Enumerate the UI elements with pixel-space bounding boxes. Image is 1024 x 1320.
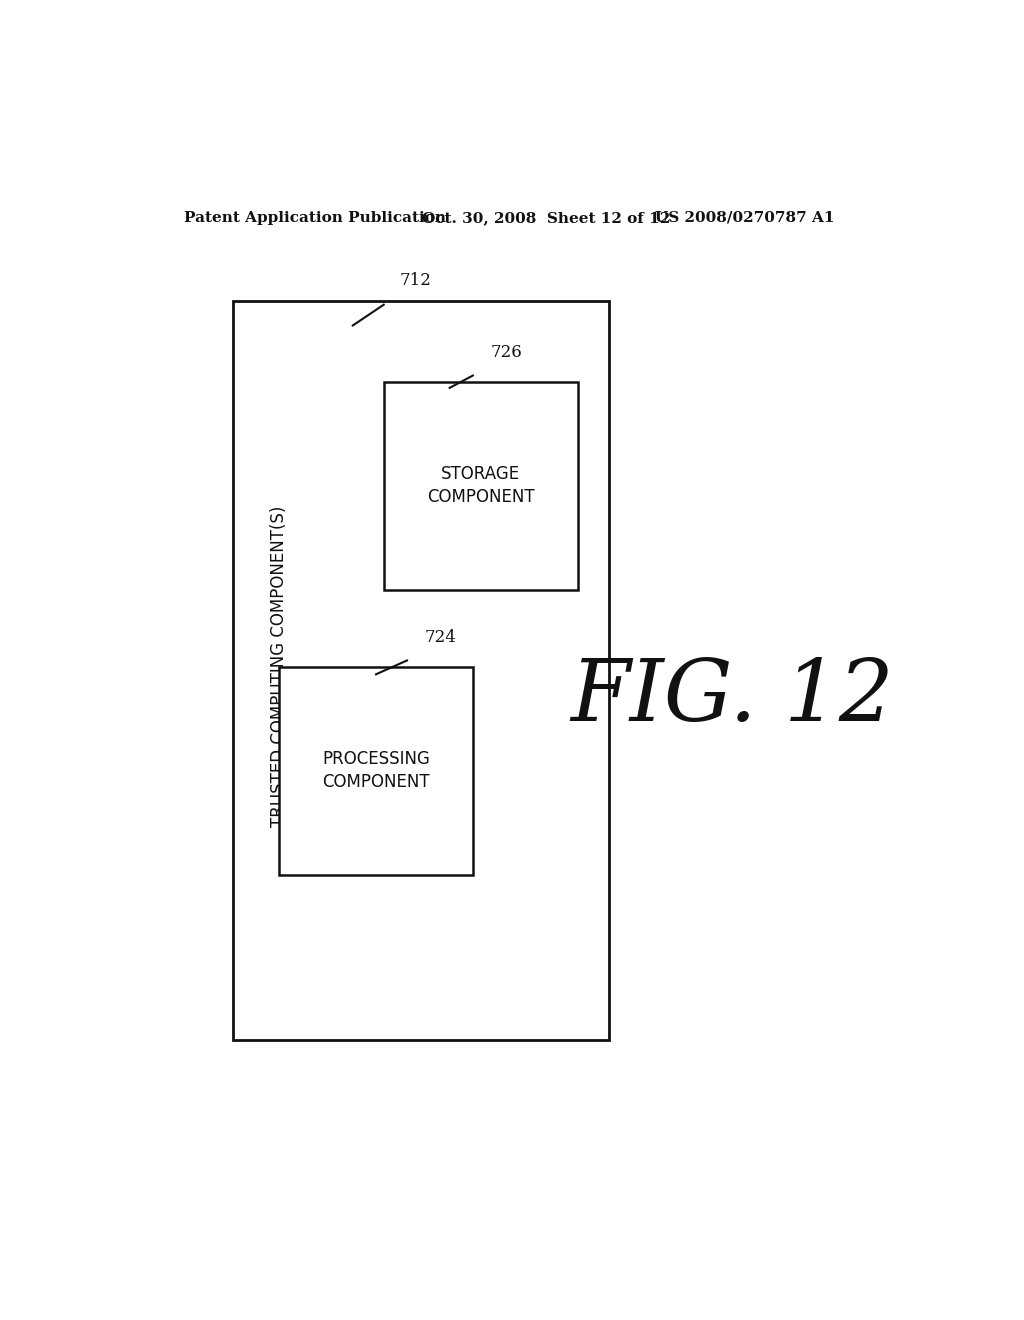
- Text: 712: 712: [399, 272, 431, 289]
- Bar: [384, 381, 578, 590]
- Text: STORAGE
COMPONENT: STORAGE COMPONENT: [427, 465, 535, 507]
- Text: 724: 724: [425, 628, 457, 645]
- Text: TRUSTED COMPUTING COMPONENT(S): TRUSTED COMPUTING COMPONENT(S): [270, 506, 288, 828]
- Bar: [280, 667, 473, 874]
- Text: FIG. 12: FIG. 12: [570, 656, 894, 739]
- Text: 726: 726: [490, 345, 522, 360]
- Bar: [232, 301, 608, 1040]
- Text: PROCESSING
COMPONENT: PROCESSING COMPONENT: [323, 750, 430, 792]
- Text: Patent Application Publication: Patent Application Publication: [183, 211, 445, 224]
- Text: Oct. 30, 2008  Sheet 12 of 12: Oct. 30, 2008 Sheet 12 of 12: [423, 211, 671, 224]
- Text: US 2008/0270787 A1: US 2008/0270787 A1: [655, 211, 835, 224]
